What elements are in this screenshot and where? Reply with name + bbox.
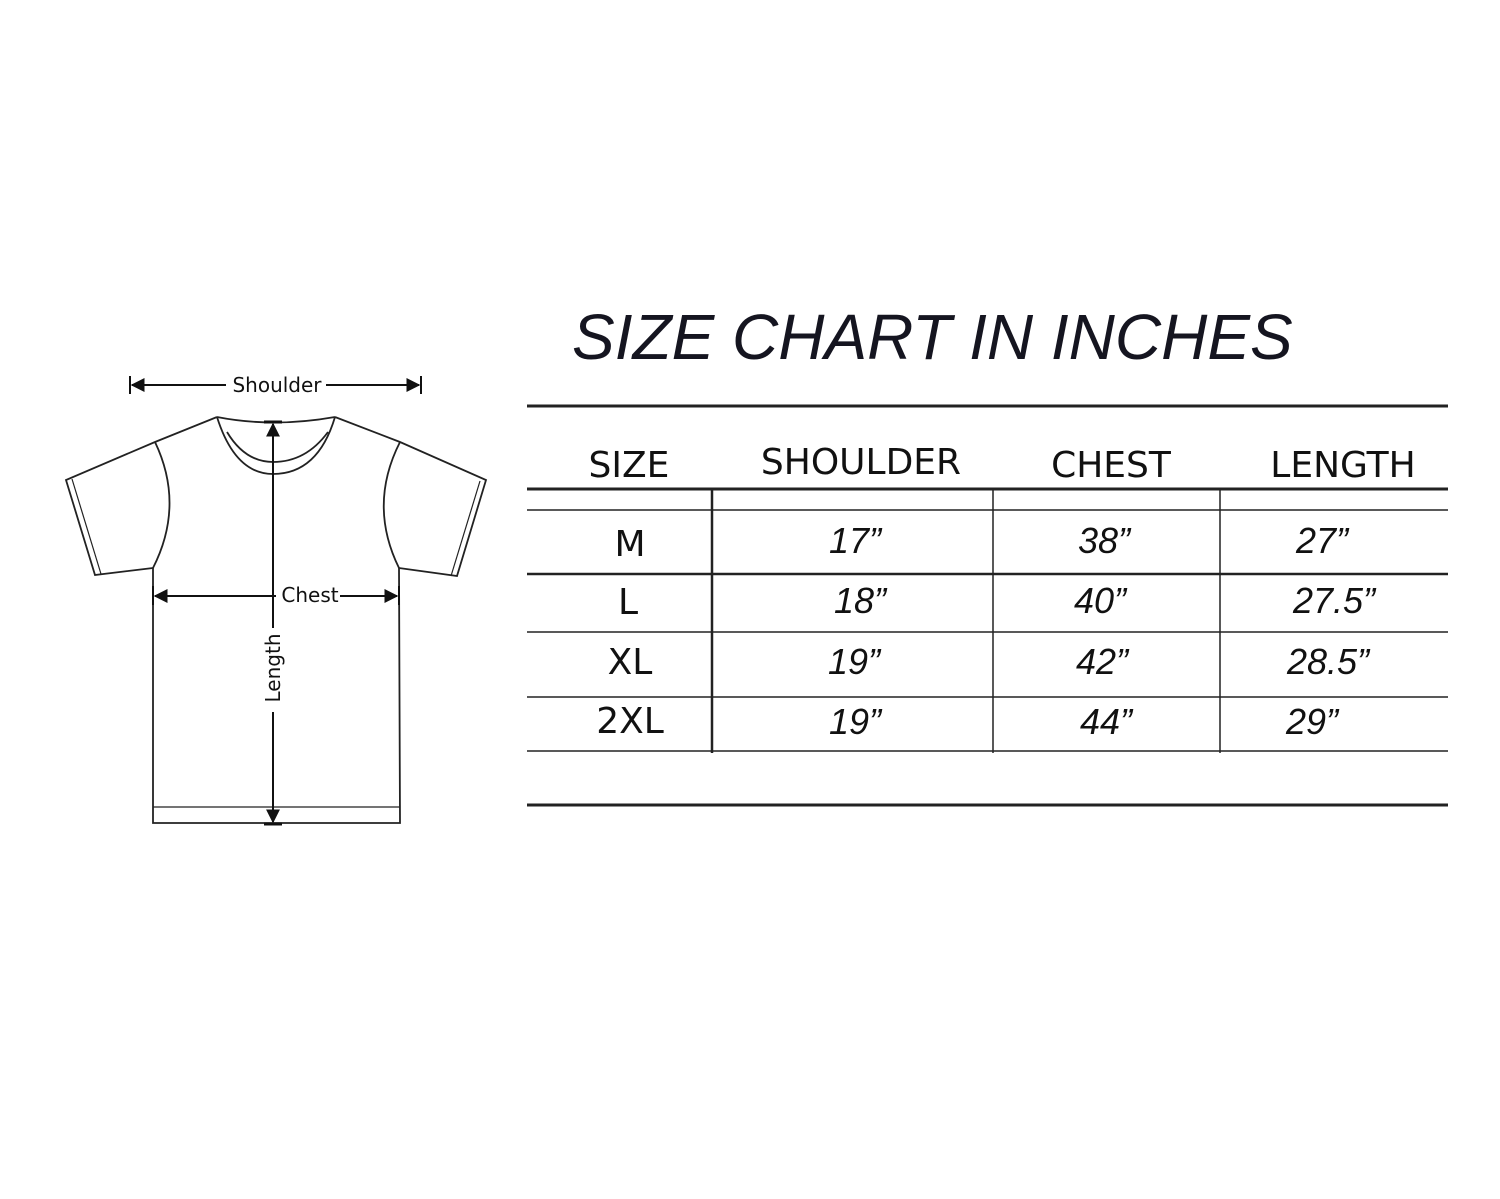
tshirt-left-cuff [71, 478, 102, 575]
cell-shoulder: 19” [829, 701, 883, 742]
cell-length: 27” [1295, 520, 1350, 561]
header-size: SIZE [589, 445, 670, 486]
header-length: LENGTH [1270, 445, 1415, 486]
tshirt-diagram [64, 416, 488, 824]
cell-shoulder: 19” [828, 641, 882, 682]
length-label: Length [261, 634, 285, 703]
table-row: XL 19” 42” 28.5” [608, 641, 1371, 683]
tshirt-left-armhole [152, 441, 171, 569]
tshirt-neck-outer [216, 416, 336, 475]
cell-chest: 38” [1078, 520, 1132, 561]
tshirt-right-cuff [450, 480, 481, 577]
header-chest: CHEST [1051, 445, 1172, 486]
cell-size: XL [608, 642, 653, 683]
table-row: 2XL 19” 44” 29” [596, 701, 1340, 742]
cell-length: 29” [1285, 701, 1340, 742]
shoulder-label: Shoulder [232, 373, 322, 397]
cell-size: M [614, 524, 645, 565]
length-measure [264, 420, 282, 826]
cell-length: 28.5” [1286, 641, 1371, 682]
tshirt-outline [64, 416, 488, 824]
chest-measure [152, 586, 400, 605]
cell-shoulder: 18” [834, 580, 888, 621]
chest-label: Chest [281, 583, 338, 607]
cell-chest: 44” [1080, 701, 1134, 742]
cell-chest: 42” [1076, 641, 1130, 682]
chart-title: SIZE CHART IN INCHES [572, 301, 1293, 373]
table-header-row: SIZE SHOULDER CHEST LENGTH [589, 442, 1416, 486]
cell-size: 2XL [596, 701, 664, 742]
table-row: M 17” 38” 27” [614, 520, 1350, 565]
cell-size: L [618, 582, 638, 623]
cell-chest: 40” [1074, 580, 1128, 621]
table-grid [527, 404, 1448, 807]
tshirt-right-armhole [382, 441, 401, 569]
cell-shoulder: 17” [829, 520, 883, 561]
cell-length: 27.5” [1292, 580, 1377, 621]
header-shoulder: SHOULDER [761, 442, 961, 483]
shoulder-measure [129, 376, 422, 394]
table-row: L 18” 40” 27.5” [618, 580, 1377, 623]
